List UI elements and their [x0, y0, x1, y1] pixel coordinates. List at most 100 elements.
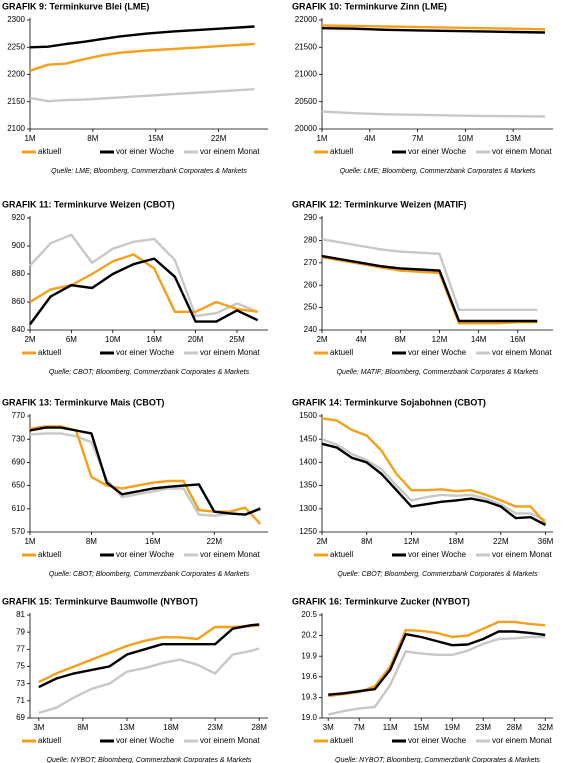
series-line — [29, 257, 259, 326]
series-line — [29, 425, 262, 525]
legend-label: vor einer Woche — [408, 550, 467, 559]
x-tick-label: 12M — [432, 335, 448, 344]
x-tick-label: 8M — [77, 723, 88, 732]
y-tick-label: 1250 — [299, 527, 317, 536]
legend-label: vor einem Monat — [200, 147, 260, 156]
legend-label: aktuell — [38, 550, 61, 559]
series-line — [328, 630, 546, 696]
y-tick-label: 20.2 — [301, 631, 317, 640]
series-line — [321, 238, 538, 311]
source-note: Quelle: LME; Bloomberg, Commerzbank Corp… — [340, 168, 536, 175]
series-line — [38, 623, 260, 689]
x-tick-label: 2M — [316, 335, 327, 344]
chart-title: GRAFIK 13: Terminkurve Mais (CBOT) — [2, 397, 164, 407]
x-tick-label: 16M — [510, 335, 526, 344]
chart-title: GRAFIK 14: Terminkurve Sojabohnen (CBOT) — [292, 397, 486, 407]
y-tick-label: 22000 — [295, 15, 318, 24]
source-note: Quelle: CBOT; Bloomberg, Commerzbank Cor… — [49, 369, 250, 376]
y-tick-label: 2200 — [7, 70, 25, 79]
y-tick-label: 19.0 — [301, 713, 317, 722]
series-line — [29, 42, 255, 72]
source-note: Quelle: NYBOT; Bloomberg, Commerzbank Co… — [335, 757, 540, 763]
x-tick-label: 19M — [444, 723, 460, 732]
y-tick-label: 1350 — [299, 481, 317, 490]
chart-title: GRAFIK 12: Terminkurve Weizen (MATIF) — [292, 199, 467, 209]
x-tick-label: 13M — [119, 723, 135, 732]
legend-label: vor einem Monat — [492, 147, 552, 156]
x-tick-label: 23M — [475, 723, 491, 732]
y-tick-label: 270 — [304, 258, 318, 267]
x-tick-label: 3M — [323, 723, 334, 732]
series-line — [29, 233, 259, 318]
series-line — [321, 24, 546, 31]
y-tick-label: 20000 — [295, 124, 318, 133]
y-tick-label: 77 — [16, 644, 25, 653]
chart-title: GRAFIK 11: Terminkurve Weizen (CBOT) — [2, 199, 175, 209]
y-tick-label: 250 — [304, 303, 318, 312]
x-tick-label: 8M — [395, 335, 406, 344]
x-tick-label: 3M — [33, 723, 44, 732]
y-tick-label: 19.9 — [301, 651, 317, 660]
legend-label: vor einer Woche — [408, 736, 467, 745]
y-tick-label: 19.6 — [301, 672, 317, 681]
legend-label: vor einer Woche — [116, 550, 175, 559]
source-note: Quelle: MATIF; Bloomberg, Commerzbank Co… — [337, 369, 539, 376]
source-note: Quelle: CBOT; Bloomberg, Commerzbank Cor… — [337, 571, 538, 578]
x-tick-label: 22M — [493, 537, 509, 546]
x-tick-label: 7M — [412, 134, 423, 143]
series-line — [29, 432, 261, 517]
legend-label: vor einer Woche — [408, 348, 467, 357]
y-tick-label: 690 — [12, 458, 26, 467]
x-tick-label: 8M — [361, 537, 372, 546]
x-tick-label: 8M — [86, 537, 97, 546]
y-tick-label: 20500 — [295, 97, 318, 106]
y-tick-label: 1400 — [299, 458, 317, 467]
legend-label: vor einer Woche — [116, 147, 175, 156]
legend-label: aktuell — [330, 550, 353, 559]
series-line — [29, 88, 255, 103]
series-line — [38, 647, 260, 715]
legend-label: aktuell — [330, 348, 353, 357]
x-tick-label: 22M — [206, 537, 222, 546]
legend-label: vor einer Woche — [116, 736, 175, 745]
source-note: Quelle: LME; Bloomberg, Commerzbank Corp… — [51, 168, 247, 175]
legend-label: vor einem Monat — [492, 348, 552, 357]
series-line — [327, 635, 546, 716]
x-tick-label: 20M — [188, 335, 204, 344]
x-tick-label: 25M — [229, 335, 245, 344]
series-line — [321, 438, 547, 522]
y-tick-label: 19.3 — [301, 693, 317, 702]
chart-title: GRAFIK 16: Terminkurve Zucker (NYBOT) — [292, 596, 470, 606]
y-tick-label: 69 — [16, 713, 25, 722]
x-tick-label: 14M — [471, 335, 487, 344]
y-tick-label: 73 — [16, 679, 25, 688]
x-tick-label: 28M — [506, 723, 522, 732]
y-tick-label: 1500 — [299, 411, 317, 420]
legend-label: vor einem Monat — [200, 348, 260, 357]
chart-title: GRAFIK 10: Terminkurve Zinn (LME) — [292, 1, 447, 11]
source-note: Quelle: CBOT; Bloomberg, Commerzbank Cor… — [49, 571, 250, 578]
x-tick-label: 7M — [354, 723, 365, 732]
legend-label: aktuell — [38, 147, 61, 156]
series-line — [321, 110, 546, 118]
y-tick-label: 610 — [12, 504, 26, 513]
series-line — [29, 253, 258, 313]
x-tick-label: 18M — [163, 723, 179, 732]
x-tick-label: 4M — [356, 335, 367, 344]
series-line — [321, 27, 546, 34]
y-tick-label: 1300 — [299, 504, 317, 513]
x-tick-label: 6M — [66, 335, 77, 344]
y-tick-label: 730 — [12, 434, 26, 443]
legend-label: vor einem Monat — [200, 550, 260, 559]
x-tick-label: 15M — [413, 723, 429, 732]
x-tick-label: 10M — [105, 335, 121, 344]
series-line — [321, 254, 538, 323]
y-tick-label: 75 — [16, 662, 25, 671]
legend-label: aktuell — [38, 736, 61, 745]
legend-label: vor einem Monat — [200, 736, 260, 745]
legend-label: vor einem Monat — [492, 550, 552, 559]
x-tick-label: 1M — [24, 537, 35, 546]
y-tick-label: 260 — [304, 280, 318, 289]
x-tick-label: 1M — [24, 134, 35, 143]
x-tick-label: 22M — [211, 134, 227, 143]
